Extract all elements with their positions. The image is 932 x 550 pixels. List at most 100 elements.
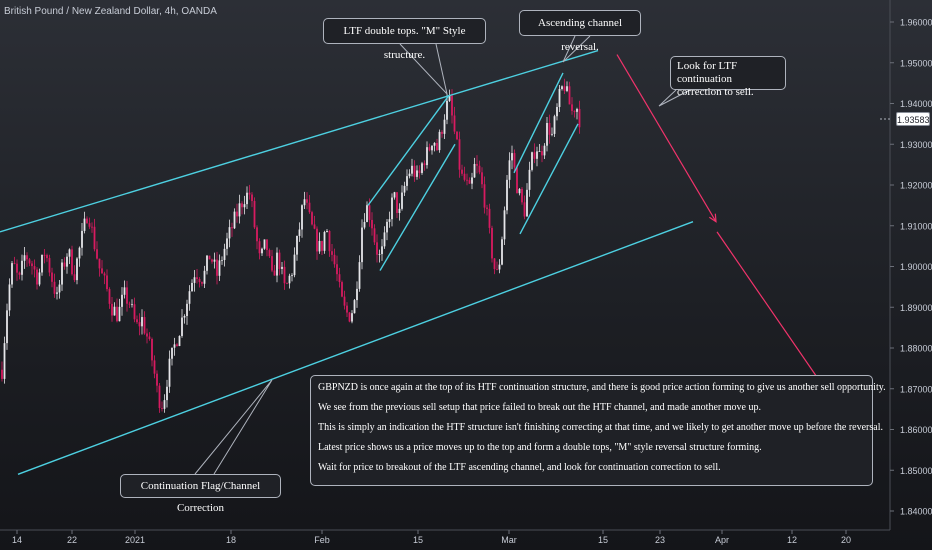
candle-up <box>226 238 228 249</box>
candle-up <box>551 133 553 135</box>
time-tick-label: 23 <box>655 535 665 545</box>
candle-down <box>548 122 551 135</box>
time-tick-label: 12 <box>787 535 797 545</box>
time-tick-label: 18 <box>226 535 236 545</box>
candle-down <box>266 239 268 251</box>
time-tick-label: Mar <box>501 535 517 545</box>
candle-up <box>431 145 433 151</box>
trendline <box>367 94 450 206</box>
candle-up <box>23 255 26 261</box>
note-channel-reversal[interactable]: Ascending channel reversal. <box>519 10 641 53</box>
candle-down <box>286 283 288 285</box>
candle-up <box>471 177 473 184</box>
price-axis[interactable]: 1.96000 1.95000 1.94000 1.93000 1.92000 1.910… <box>890 18 932 517</box>
candle-down <box>18 272 21 275</box>
candle-down <box>278 252 281 269</box>
candle-down <box>563 86 566 91</box>
candle-up <box>518 188 521 194</box>
candle-up <box>543 145 546 156</box>
candle-down <box>46 255 48 259</box>
candle-down <box>461 169 463 174</box>
time-axis[interactable]: 14 22 2021 18 Feb 15 Mar 15 23 Apr 12 20 <box>12 530 851 545</box>
candle-up <box>433 142 436 146</box>
candle-up <box>556 107 558 117</box>
candle-down <box>533 152 536 159</box>
candle-down <box>216 259 218 276</box>
candle-up <box>386 221 388 233</box>
candle-down <box>133 304 136 320</box>
candle-down <box>513 153 516 168</box>
candle-up <box>221 259 223 261</box>
candle-up <box>438 131 441 151</box>
price-tick-label: 1.94000 <box>900 99 932 109</box>
analysis-paragraph-5: Wait for price to breakout of the LTF as… <box>318 462 721 473</box>
candle-up <box>206 255 208 271</box>
trendline <box>0 49 599 233</box>
candle-down <box>321 240 323 251</box>
candle-up <box>243 204 246 208</box>
candle-up <box>163 400 166 409</box>
candle-up <box>323 231 326 251</box>
trendline <box>17 221 694 475</box>
candle-down <box>33 266 36 270</box>
callout-pointer-double-tops <box>399 43 448 96</box>
candle-up <box>238 203 241 217</box>
note-look-for-sell[interactable]: Look for LTF continuation correction to … <box>670 56 786 98</box>
candle-up <box>21 260 23 275</box>
price-tick-label: 1.84000 <box>900 507 932 517</box>
candle-up <box>366 205 368 222</box>
note-continuation-flag[interactable]: Continuation Flag/Channel Correction <box>120 474 281 514</box>
candle-up <box>38 272 41 285</box>
candle-up <box>166 386 168 401</box>
candle-up <box>536 151 538 159</box>
time-tick-label: Feb <box>314 535 330 545</box>
candle-down <box>98 258 101 269</box>
candle-up <box>401 192 403 209</box>
candle-up <box>228 227 231 239</box>
candle-down <box>428 147 431 151</box>
candle-up <box>408 173 411 177</box>
candle-up <box>118 306 121 322</box>
candle-up <box>378 254 381 255</box>
candle-down <box>486 207 488 209</box>
candle-down <box>16 263 18 273</box>
callout-pointers <box>194 35 890 475</box>
candle-down <box>1 369 3 379</box>
candle-up <box>351 313 353 322</box>
candle-down <box>373 228 376 243</box>
candle-up <box>188 291 191 304</box>
candle-down <box>523 202 526 217</box>
candle-up <box>426 147 428 166</box>
candle-down <box>241 203 243 208</box>
candle-down <box>116 306 118 322</box>
candle-down <box>63 262 66 267</box>
candle-down <box>176 344 178 347</box>
candle-down <box>196 277 198 279</box>
candle-up <box>181 317 183 336</box>
candle-up <box>361 227 363 263</box>
candle-down <box>198 278 201 283</box>
candle-up <box>558 89 561 108</box>
candle-up <box>388 219 391 222</box>
price-tick-label: 1.86000 <box>900 425 932 435</box>
time-tick-label: Apr <box>715 535 729 545</box>
candle-up <box>528 169 531 190</box>
candle-down <box>453 115 456 132</box>
candle-down <box>253 200 256 228</box>
candle-down <box>338 274 341 283</box>
price-tick-label: 1.93000 <box>900 140 932 150</box>
time-tick-label: 20 <box>841 535 851 545</box>
candle-down <box>456 131 458 140</box>
candle-up <box>403 185 406 193</box>
candle-down <box>488 208 491 228</box>
analysis-box[interactable]: GBPNZD is once again at the top of its H… <box>310 375 886 486</box>
note-double-tops[interactable]: LTF double tops. "M" Style structure. <box>323 18 486 61</box>
candle-up <box>448 95 451 101</box>
candle-up <box>416 170 418 177</box>
candle-down <box>568 86 571 105</box>
analysis-paragraph-4: Latest price shows us a price moves up t… <box>318 442 762 453</box>
candle-up <box>411 165 413 174</box>
candle-down <box>146 333 148 337</box>
